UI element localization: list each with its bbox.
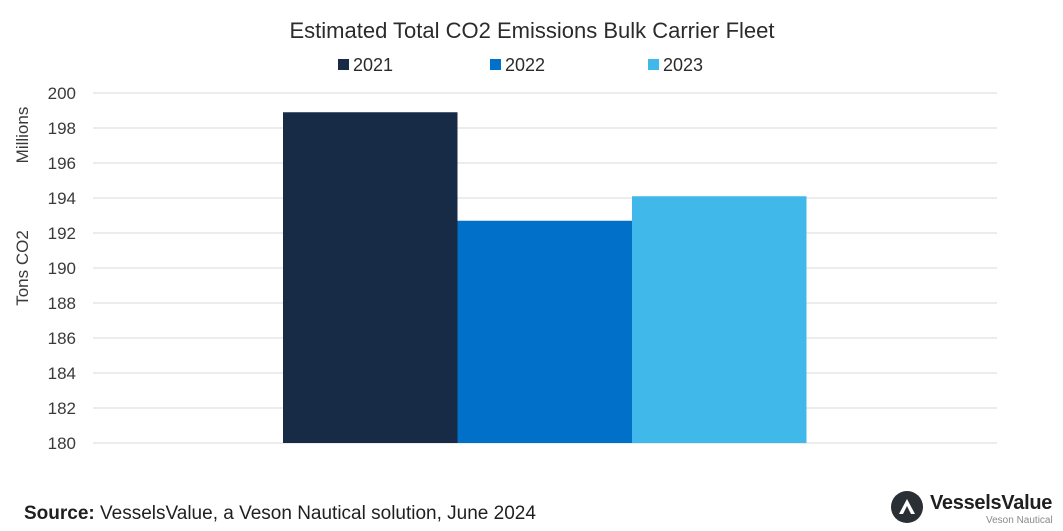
bar-2023: [632, 196, 807, 443]
y-tick-label: 190: [48, 259, 76, 278]
y-tick-label: 188: [48, 294, 76, 313]
legend-swatch-2022: [490, 59, 501, 70]
y-tick-label: 186: [48, 329, 76, 348]
bar-2021: [283, 112, 458, 443]
source-label: Source:: [24, 503, 95, 524]
brand-logo: VesselsValue Veson Nautical: [890, 488, 1060, 528]
vesselsvalue-logo-icon: [891, 491, 923, 523]
bar-chart: Estimated Total CO2 Emissions Bulk Carri…: [13, 18, 997, 453]
y-tick-label: 180: [48, 434, 76, 453]
y-tick-label: 182: [48, 399, 76, 418]
legend-label-2021: 2021: [353, 55, 393, 75]
y-axis-label: Tons CO2: [13, 230, 32, 306]
bars: [283, 112, 807, 443]
y-tick-label: 196: [48, 154, 76, 173]
y-tick-label: 198: [48, 119, 76, 138]
y-tick-label: 192: [48, 224, 76, 243]
y-tick-label: 194: [48, 189, 76, 208]
legend-swatch-2023: [648, 59, 659, 70]
logo-name: VesselsValue: [930, 492, 1053, 514]
y-tick-label: 184: [48, 364, 76, 383]
legend-label-2022: 2022: [505, 55, 545, 75]
legend-label-2023: 2023: [663, 55, 703, 75]
legend: 2021 2022 2023: [338, 55, 703, 75]
bar-2022: [457, 220, 632, 443]
legend-swatch-2021: [338, 59, 349, 70]
y-tick-label: 200: [48, 84, 76, 103]
y-axis-ticks: 180 182 184 186 188 190 192 194 196 198 200: [48, 84, 76, 453]
source-note: Source: VesselsValue, a Veson Nautical s…: [24, 503, 536, 525]
y-axis-unit: Millions: [13, 107, 32, 164]
source-text: VesselsValue, a Veson Nautical solution,…: [94, 503, 536, 524]
chart-title: Estimated Total CO2 Emissions Bulk Carri…: [290, 18, 775, 43]
logo-subtitle: Veson Nautical: [986, 515, 1053, 526]
